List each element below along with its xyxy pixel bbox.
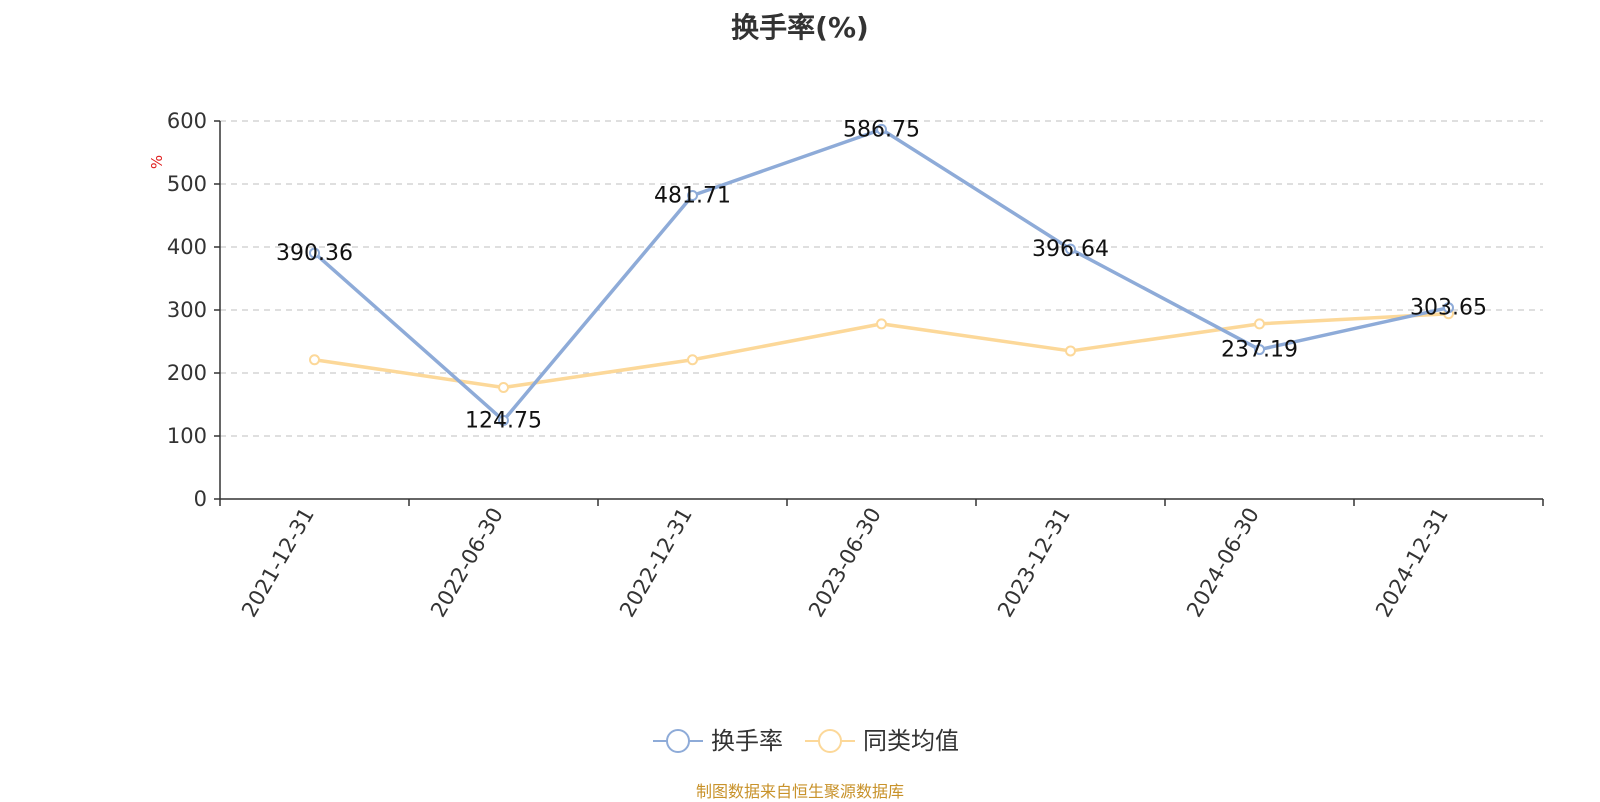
- data-label: 237.19: [1221, 338, 1298, 363]
- source-note: 制图数据来自恒生聚源数据库: [695, 782, 904, 801]
- data-label: 124.75: [465, 408, 542, 433]
- y-axis-label: %: [148, 155, 166, 169]
- y-tick-label: 0: [194, 487, 207, 511]
- chart-title: 换手率(%): [731, 11, 869, 44]
- data-point: [1254, 318, 1265, 330]
- x-tick-label: 2023-12-31: [993, 504, 1075, 622]
- data-label: 586.75: [843, 117, 920, 142]
- data-point: [498, 414, 509, 426]
- x-tick-label: 2024-06-30: [1182, 504, 1264, 622]
- data-label: 303.65: [1410, 296, 1487, 321]
- x-tick-label: 2023-06-30: [804, 504, 886, 622]
- x-tick-label: 2024-12-31: [1371, 504, 1453, 622]
- data-point: [1065, 345, 1076, 357]
- y-tick-label: 200: [167, 361, 207, 385]
- x-tick-label: 2022-12-31: [615, 504, 697, 622]
- x-tick-label: 2022-06-30: [426, 504, 508, 622]
- data-point: [1254, 344, 1265, 356]
- x-tick-label: 2021-12-31: [237, 504, 319, 622]
- y-tick-label: 400: [167, 235, 207, 259]
- data-point: [309, 247, 320, 259]
- data-point: [498, 381, 509, 393]
- y-tick-label: 500: [167, 172, 207, 196]
- y-tick-label: 600: [167, 109, 207, 133]
- data-label: 396.64: [1032, 237, 1109, 262]
- legend: 换手率 同类均值: [653, 727, 959, 755]
- legend-label: 换手率: [711, 727, 783, 755]
- series-line: [313, 127, 1449, 423]
- y-tick-label: 100: [167, 424, 207, 448]
- data-point: [876, 123, 887, 135]
- legend-marker: [818, 729, 842, 753]
- data-point: [687, 354, 698, 366]
- data-point: [1065, 243, 1076, 255]
- data-point: [876, 318, 887, 330]
- y-tick-label: 300: [167, 298, 207, 322]
- data-point: [687, 190, 698, 202]
- data-label: 390.36: [276, 241, 353, 266]
- grid-lines: [220, 120, 1543, 437]
- data-label: 481.71: [654, 184, 731, 209]
- data-labels: 390.36 124.75 481.71 586.75 396.64 237.19 303.…: [276, 117, 1487, 433]
- data-point: [1443, 302, 1454, 314]
- data-point: [309, 354, 320, 366]
- legend-label: 同类均值: [863, 727, 959, 755]
- series: [309, 123, 1454, 426]
- legend-marker: [666, 729, 690, 753]
